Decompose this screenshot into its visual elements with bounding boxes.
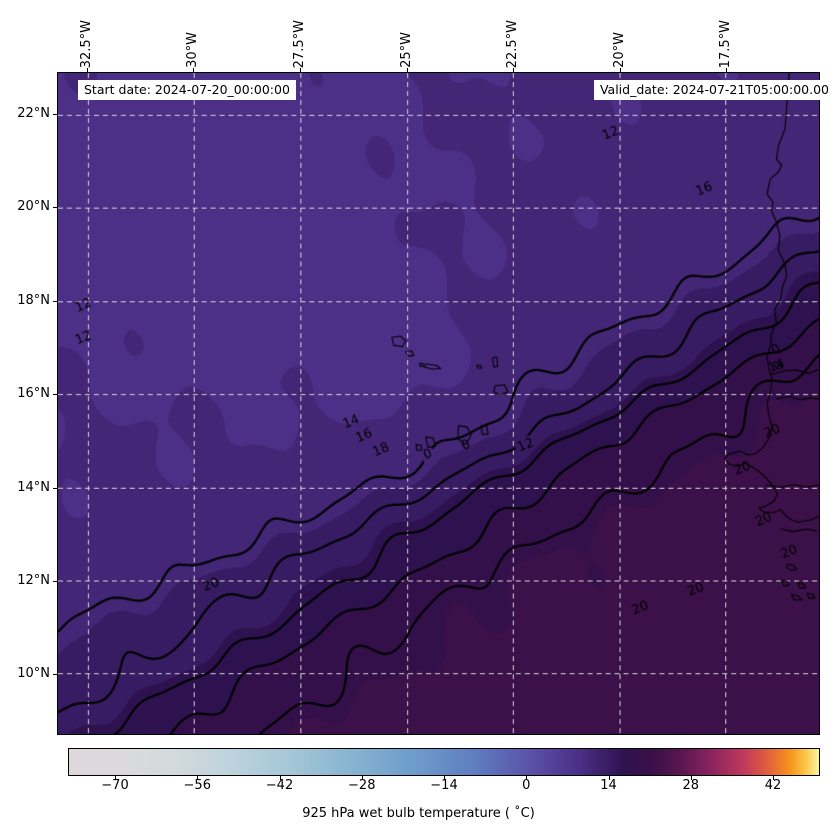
colorbar-tick-label: −56 xyxy=(183,778,211,793)
colorbar-tick-mark xyxy=(608,776,610,780)
colorbar-label: 925 hPa wet bulb temperature ( ˚C) xyxy=(302,806,535,821)
colorbar-tick-label: −14 xyxy=(430,778,458,793)
colorbar-tick-label: 42 xyxy=(764,778,782,793)
y-tick-mark xyxy=(53,300,57,302)
x-tick-mark xyxy=(193,68,195,72)
colorbar-tick-mark xyxy=(526,776,528,780)
valid-date-banner: Valid_date: 2024-07-21T05:00:00.00 xyxy=(593,80,835,100)
colorbar-tick-label: −70 xyxy=(101,778,129,793)
colorbar xyxy=(68,748,820,776)
y-tick-mark xyxy=(53,114,57,116)
contour-and-coastline-overlay xyxy=(58,73,819,734)
x-tick-mark xyxy=(513,68,515,72)
x-tick-label: 20°W xyxy=(611,32,627,68)
colorbar-tick-mark xyxy=(279,776,281,780)
colorbar-tick-label: 28 xyxy=(682,778,700,793)
colorbar-tick-mark xyxy=(361,776,363,780)
y-tick-label: 12°N xyxy=(17,572,50,588)
x-tick-mark xyxy=(619,68,621,72)
x-tick-label: 22.5°W xyxy=(505,19,521,68)
x-tick-label: 25°W xyxy=(398,32,414,68)
colorbar-tick-mark xyxy=(115,776,116,780)
colorbar-tick-label: −28 xyxy=(348,778,376,793)
y-tick-label: 16°N xyxy=(17,386,50,402)
y-tick-label: 22°N xyxy=(17,106,50,122)
start-date-banner: Start date: 2024-07-20_00:00:00 xyxy=(78,80,296,100)
y-tick-mark xyxy=(53,394,57,396)
x-tick-mark xyxy=(299,68,301,72)
colorbar-tick-label: −42 xyxy=(265,778,294,793)
colorbar-tick-label: 0 xyxy=(522,778,531,793)
y-tick-mark xyxy=(53,487,57,489)
y-tick-label: 10°N xyxy=(17,666,50,682)
y-tick-mark xyxy=(53,207,57,209)
y-tick-mark xyxy=(53,580,57,582)
colorbar-tick-mark xyxy=(197,776,199,780)
x-tick-mark xyxy=(726,68,728,72)
x-tick-label: 30°W xyxy=(185,32,201,68)
y-tick-mark xyxy=(53,674,57,676)
x-tick-mark xyxy=(406,68,408,72)
map-plot-area xyxy=(57,72,820,735)
colorbar-tick-mark xyxy=(773,776,774,780)
colorbar-tick-label: 14 xyxy=(600,778,617,793)
colorbar-gradient xyxy=(69,749,819,775)
x-tick-mark xyxy=(86,68,88,72)
colorbar-tick-mark xyxy=(444,776,445,780)
y-tick-label: 18°N xyxy=(17,292,50,308)
x-tick-label: 17.5°W xyxy=(718,19,734,68)
y-tick-label: 20°N xyxy=(17,199,50,215)
x-tick-label: 32.5°W xyxy=(78,19,94,68)
x-tick-label: 27.5°W xyxy=(291,19,307,68)
colorbar-tick-mark xyxy=(690,776,692,780)
y-tick-label: 14°N xyxy=(17,479,50,495)
